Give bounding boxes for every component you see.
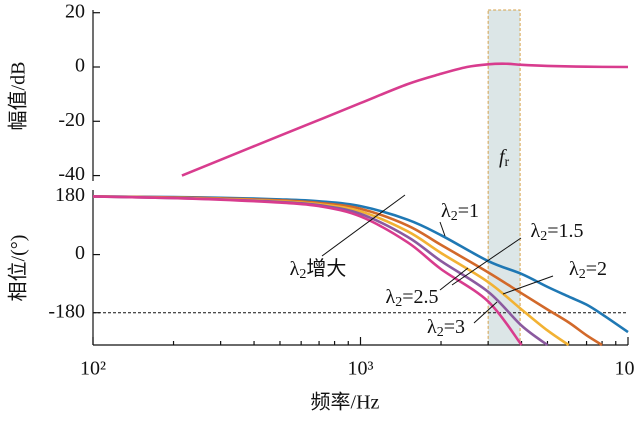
x-tick-label: 10² — [80, 358, 106, 380]
leader-line — [439, 221, 446, 237]
y-axis-label: 幅值/dB — [7, 62, 30, 131]
leader-line — [451, 237, 522, 286]
band-label: fr — [499, 146, 510, 171]
y-tick-label: -40 — [58, 163, 85, 185]
x-tick-label: 10³ — [348, 358, 374, 380]
series-label: λ2=1.5 — [531, 220, 584, 245]
leader-line — [473, 301, 498, 324]
x-axis-label: 频率/Hz — [311, 391, 380, 414]
y-tick-label: 0 — [75, 242, 85, 264]
y-tick-label: 180 — [55, 184, 85, 206]
y-axis-label: 相位/(°) — [7, 235, 30, 302]
y-tick-label: -20 — [58, 109, 85, 131]
data-line — [181, 62, 629, 177]
leader-line — [321, 194, 406, 257]
data-line — [92, 195, 523, 346]
leader-line — [502, 275, 554, 295]
y-tick-label: 20 — [65, 0, 85, 22]
data-line — [92, 195, 603, 347]
series-label: λ2=2 — [569, 258, 607, 283]
series-label: λ2=1 — [441, 200, 479, 225]
series-label: λ2=3 — [427, 316, 465, 341]
series-label: λ2=2.5 — [386, 286, 439, 311]
y-tick-label: -180 — [48, 300, 85, 322]
leader-line — [439, 267, 469, 291]
y-tick-label: 0 — [75, 55, 85, 77]
x-tick-label: 10⁴ — [615, 358, 635, 380]
annotation: λ2增大 — [290, 257, 347, 283]
